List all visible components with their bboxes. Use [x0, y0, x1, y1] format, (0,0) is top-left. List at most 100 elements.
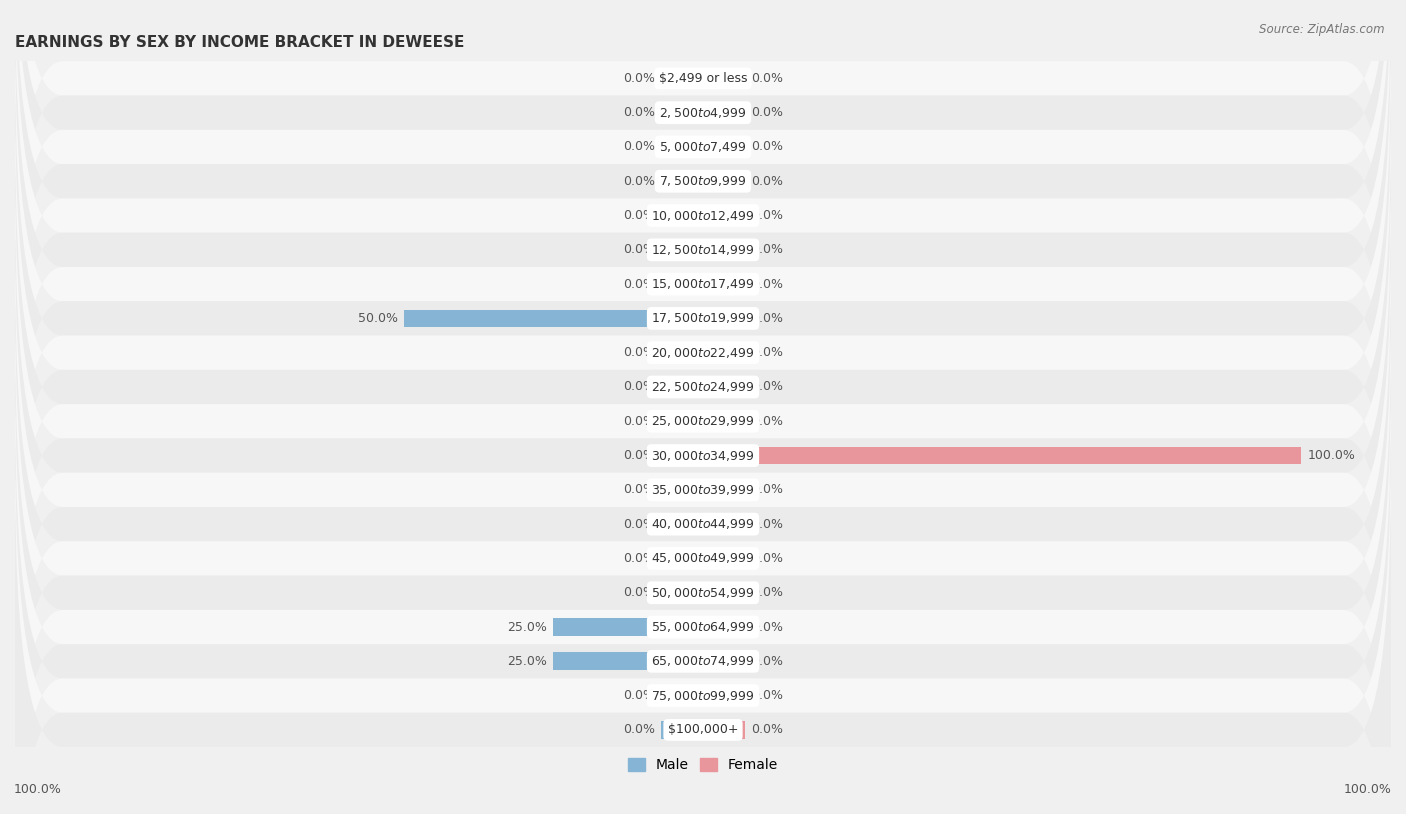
Text: $15,000 to $17,499: $15,000 to $17,499 — [651, 277, 755, 291]
Text: $5,000 to $7,499: $5,000 to $7,499 — [659, 140, 747, 154]
Bar — [661, 241, 703, 259]
Bar — [703, 447, 1302, 465]
Text: Source: ZipAtlas.com: Source: ZipAtlas.com — [1260, 23, 1385, 36]
Bar — [703, 207, 745, 225]
Text: 0.0%: 0.0% — [751, 654, 783, 667]
Text: 0.0%: 0.0% — [751, 141, 783, 154]
Bar — [703, 652, 745, 670]
Text: $12,500 to $14,999: $12,500 to $14,999 — [651, 243, 755, 257]
Text: 0.0%: 0.0% — [623, 209, 655, 222]
FancyBboxPatch shape — [15, 0, 1391, 335]
Text: 0.0%: 0.0% — [751, 175, 783, 188]
Bar — [703, 687, 745, 705]
Text: $45,000 to $49,999: $45,000 to $49,999 — [651, 551, 755, 566]
Bar — [703, 69, 745, 87]
Bar — [703, 378, 745, 396]
Bar — [703, 413, 745, 431]
Text: 0.0%: 0.0% — [751, 209, 783, 222]
FancyBboxPatch shape — [15, 0, 1391, 473]
Text: 0.0%: 0.0% — [751, 278, 783, 291]
Bar — [661, 378, 703, 396]
Bar — [554, 652, 703, 670]
Text: $40,000 to $44,999: $40,000 to $44,999 — [651, 517, 755, 532]
FancyBboxPatch shape — [15, 335, 1391, 814]
Text: $65,000 to $74,999: $65,000 to $74,999 — [651, 654, 755, 668]
Text: 25.0%: 25.0% — [508, 620, 547, 633]
Text: 100.0%: 100.0% — [1344, 783, 1392, 796]
Text: 0.0%: 0.0% — [623, 72, 655, 85]
Text: 100.0%: 100.0% — [1308, 449, 1355, 462]
FancyBboxPatch shape — [15, 0, 1391, 507]
Legend: Male, Female: Male, Female — [623, 753, 783, 778]
Bar — [661, 413, 703, 431]
FancyBboxPatch shape — [15, 233, 1391, 747]
Text: 0.0%: 0.0% — [623, 243, 655, 256]
FancyBboxPatch shape — [15, 95, 1391, 610]
Bar — [703, 309, 745, 327]
Text: 0.0%: 0.0% — [751, 689, 783, 702]
FancyBboxPatch shape — [15, 0, 1391, 439]
Text: 0.0%: 0.0% — [623, 689, 655, 702]
Text: 25.0%: 25.0% — [508, 654, 547, 667]
Bar — [661, 138, 703, 156]
Bar — [703, 481, 745, 499]
Text: $20,000 to $22,499: $20,000 to $22,499 — [651, 346, 755, 360]
Text: 0.0%: 0.0% — [623, 106, 655, 119]
Text: 0.0%: 0.0% — [751, 312, 783, 325]
FancyBboxPatch shape — [15, 439, 1391, 814]
Text: 0.0%: 0.0% — [751, 724, 783, 737]
Text: 0.0%: 0.0% — [623, 175, 655, 188]
Bar — [554, 618, 703, 636]
FancyBboxPatch shape — [15, 199, 1391, 713]
Text: $30,000 to $34,999: $30,000 to $34,999 — [651, 449, 755, 462]
Bar — [661, 447, 703, 465]
Bar — [661, 481, 703, 499]
Bar — [703, 618, 745, 636]
Text: $2,499 or less: $2,499 or less — [659, 72, 747, 85]
Text: $7,500 to $9,999: $7,500 to $9,999 — [659, 174, 747, 188]
Bar — [703, 584, 745, 602]
Text: 0.0%: 0.0% — [623, 415, 655, 428]
Bar — [661, 515, 703, 533]
Text: 0.0%: 0.0% — [623, 586, 655, 599]
FancyBboxPatch shape — [15, 301, 1391, 814]
Text: EARNINGS BY SEX BY INCOME BRACKET IN DEWEESE: EARNINGS BY SEX BY INCOME BRACKET IN DEW… — [15, 35, 464, 50]
FancyBboxPatch shape — [15, 0, 1391, 370]
Text: $50,000 to $54,999: $50,000 to $54,999 — [651, 586, 755, 600]
Bar — [404, 309, 703, 327]
Bar — [661, 69, 703, 87]
FancyBboxPatch shape — [15, 473, 1391, 814]
Bar — [661, 549, 703, 567]
Text: 0.0%: 0.0% — [751, 484, 783, 497]
Text: $10,000 to $12,499: $10,000 to $12,499 — [651, 208, 755, 222]
Bar — [703, 103, 745, 121]
Bar — [703, 721, 745, 739]
Text: 0.0%: 0.0% — [751, 380, 783, 393]
FancyBboxPatch shape — [15, 404, 1391, 814]
Bar — [661, 275, 703, 293]
FancyBboxPatch shape — [15, 129, 1391, 644]
Text: $2,500 to $4,999: $2,500 to $4,999 — [659, 106, 747, 120]
FancyBboxPatch shape — [15, 61, 1391, 575]
Bar — [661, 207, 703, 225]
Bar — [661, 687, 703, 705]
Text: $25,000 to $29,999: $25,000 to $29,999 — [651, 414, 755, 428]
Text: 100.0%: 100.0% — [14, 783, 62, 796]
Text: $17,500 to $19,999: $17,500 to $19,999 — [651, 312, 755, 326]
FancyBboxPatch shape — [15, 370, 1391, 814]
Text: 0.0%: 0.0% — [623, 278, 655, 291]
Text: 0.0%: 0.0% — [751, 620, 783, 633]
Text: 0.0%: 0.0% — [751, 72, 783, 85]
Text: $35,000 to $39,999: $35,000 to $39,999 — [651, 483, 755, 497]
FancyBboxPatch shape — [15, 27, 1391, 541]
Text: 0.0%: 0.0% — [623, 346, 655, 359]
Text: 0.0%: 0.0% — [623, 724, 655, 737]
Text: 0.0%: 0.0% — [751, 415, 783, 428]
Text: 0.0%: 0.0% — [623, 484, 655, 497]
Bar — [703, 241, 745, 259]
Text: 0.0%: 0.0% — [751, 518, 783, 531]
Text: 0.0%: 0.0% — [751, 552, 783, 565]
Text: 0.0%: 0.0% — [751, 106, 783, 119]
Text: 0.0%: 0.0% — [623, 380, 655, 393]
Text: $22,500 to $24,999: $22,500 to $24,999 — [651, 380, 755, 394]
